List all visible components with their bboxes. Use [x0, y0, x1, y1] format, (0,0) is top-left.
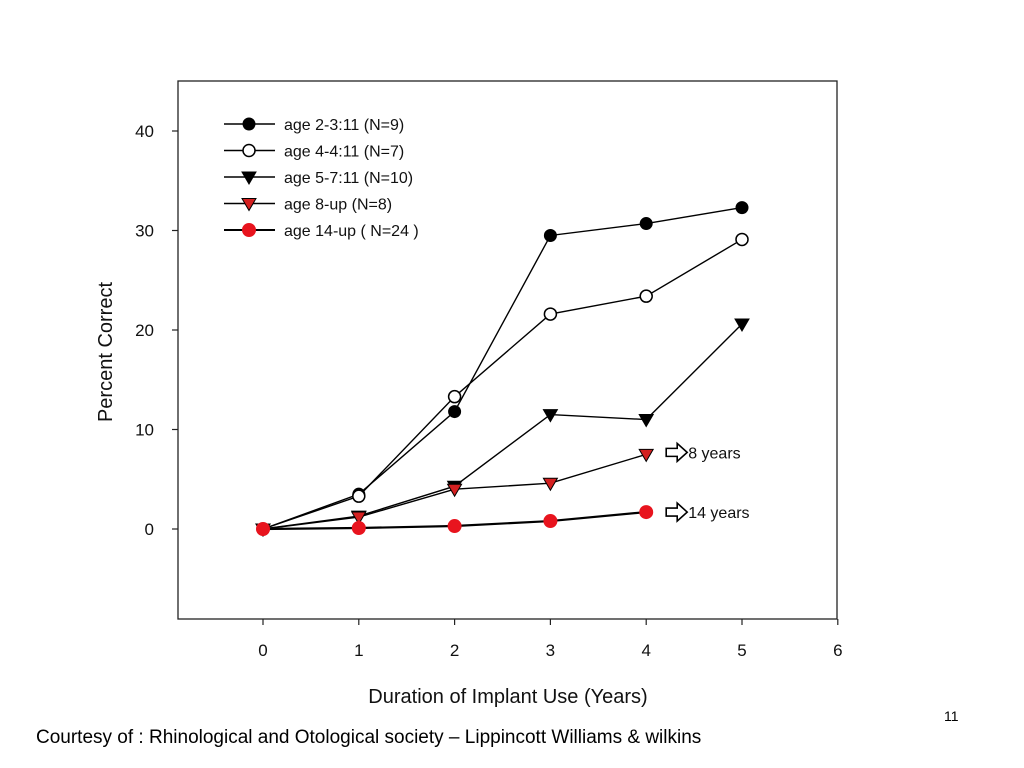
legend-marker — [242, 223, 256, 237]
x-axis: 0 1 2 3 4 5 6 — [258, 619, 843, 660]
y-tick-label: 20 — [135, 321, 154, 340]
data-point — [639, 289, 653, 303]
series-2 — [256, 232, 749, 536]
legend: age 2-3:11 (N=9) age 4-4:11 (N=7) age 5-7:… — [224, 117, 419, 240]
data-point — [352, 489, 366, 503]
data-point — [735, 232, 749, 247]
data-point — [542, 477, 559, 492]
x-tick-label: 4 — [641, 641, 650, 660]
y-tick-label: 40 — [135, 122, 154, 141]
legend-entry: age 2-3:11 (N=9) — [224, 117, 404, 134]
data-point — [543, 307, 558, 321]
annotation: 14 years — [665, 501, 750, 523]
data-point — [351, 521, 366, 536]
data-point — [639, 217, 653, 231]
series-line — [262, 206, 743, 530]
x-tick-label: 2 — [450, 641, 459, 660]
data-point — [638, 414, 655, 428]
plot-frame — [177, 80, 838, 620]
y-axis-title: Percent Correct — [95, 282, 117, 422]
annotation: 8 years — [665, 441, 741, 464]
legend-entry: age 4-4:11 (N=7) — [224, 144, 404, 161]
x-tick-label: 0 — [258, 641, 267, 660]
data-point — [734, 318, 750, 333]
series-layer — [255, 201, 750, 537]
x-tick-label: 1 — [354, 641, 363, 660]
series-1 — [256, 201, 749, 536]
source-credit: Courtesy of : Rhinological and Otologica… — [36, 727, 702, 748]
legend-entry: age 8-up (N=8) — [224, 197, 392, 214]
y-tick-label: 0 — [145, 520, 154, 539]
y-tick-label: 30 — [135, 222, 154, 241]
legend-marker — [241, 171, 257, 185]
open-arrow-right-icon — [665, 441, 689, 464]
data-point — [543, 514, 558, 529]
legend-marker — [242, 143, 256, 158]
data-point — [543, 228, 557, 242]
data-point — [735, 201, 749, 215]
legend-marker — [242, 117, 256, 131]
open-arrow-right-icon — [665, 501, 689, 523]
y-tick-label: 10 — [135, 421, 154, 440]
data-point — [446, 483, 463, 498]
legend-label: age 14-up ( N=24 ) — [284, 223, 419, 240]
data-point — [448, 405, 462, 419]
data-point — [447, 519, 462, 534]
data-point — [542, 409, 559, 423]
data-point — [256, 522, 270, 536]
annotation-label: 14 years — [688, 505, 749, 522]
x-tick-label: 6 — [833, 641, 842, 660]
series-5 — [256, 505, 654, 536]
data-point — [350, 511, 367, 526]
legend-label: age 2-3:11 (N=9) — [284, 117, 404, 134]
data-point — [447, 389, 462, 404]
data-point — [638, 448, 655, 463]
series-line — [262, 323, 743, 530]
x-tick-label: 3 — [546, 641, 555, 660]
legend-label: age 8-up (N=8) — [284, 197, 392, 214]
data-point — [639, 505, 654, 520]
legend-marker — [241, 198, 257, 212]
x-tick-label: 5 — [737, 641, 746, 660]
legend-entry: age 14-up ( N=24 ) — [224, 223, 419, 240]
y-axis: 0 10 20 30 40 — [135, 122, 178, 539]
annotation-label: 8 years — [688, 445, 740, 462]
legend-entry: age 5-7:11 (N=10) — [224, 170, 413, 187]
legend-label: age 4-4:11 (N=7) — [284, 144, 404, 161]
page-number: 11 — [944, 708, 959, 724]
annotations: 8 years 14 years — [665, 441, 750, 523]
x-axis-title: Duration of Implant Use (Years) — [368, 686, 647, 708]
series-line — [262, 238, 743, 530]
legend-label: age 5-7:11 (N=10) — [284, 170, 413, 187]
series-3 — [255, 318, 750, 537]
